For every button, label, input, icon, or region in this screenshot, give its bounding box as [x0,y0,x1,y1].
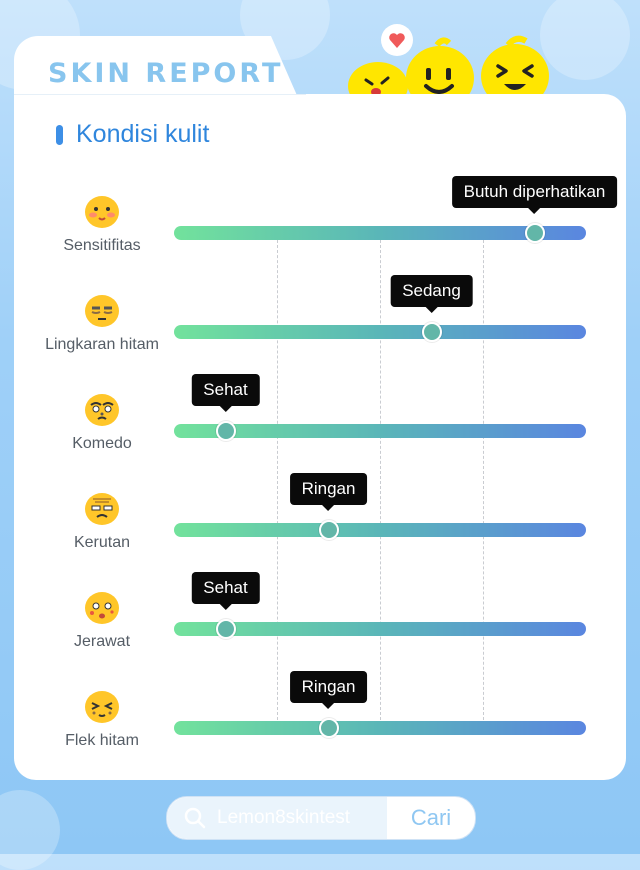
condition-slider-track [174,325,586,339]
condition-label: Jerawat [73,633,131,650]
dark-circle-face-icon [83,291,121,329]
search-button[interactable]: Cari [410,805,452,830]
section-title: Kondisi kulit [76,120,210,148]
section-marker [56,125,63,145]
lemon-mascots [348,24,549,100]
condition-row: Kerutan Ringan [0,0,640,551]
wrinkle-face-icon [83,489,121,527]
search-bar[interactable]: Lemon8skintest Cari [166,796,476,840]
acne-face-icon [83,588,121,626]
condition-row: Komedo Sehat [0,0,640,452]
condition-label: Flek hitam [65,732,139,749]
condition-slider-knob [524,223,545,243]
condition-level-tooltip: Ringan [289,671,368,709]
condition-label: Komedo [72,435,132,452]
heart-bubble-icon [381,24,413,56]
background-bubble [0,790,60,870]
lemon-mascot-middle-icon [406,37,474,100]
condition-label: Lingkaran hitam [45,336,159,353]
condition-slider-track [174,721,586,735]
report-title: SKIN REPORT [48,58,284,89]
condition-slider-knob [421,322,442,342]
search-input[interactable]: Lemon8skintest [167,797,387,839]
dark-spot-face-icon [83,687,121,725]
condition-slider-knob [215,619,236,639]
condition-slider-track [174,226,586,240]
condition-slider-track [174,523,586,537]
lemon-mascot-right-icon [481,35,549,100]
condition-slider-knob [215,421,236,441]
condition-label: Sensitifitas [63,237,141,254]
condition-slider-track [174,424,586,438]
condition-slider-knob [318,718,339,738]
background-bubble [540,0,630,80]
guide-line [483,240,484,720]
condition-row: Jerawat Sehat [0,0,640,650]
guide-line [277,240,278,720]
condition-row: Lingkaran hitam Sedang [0,0,640,353]
condition-label: Kerutan [73,534,131,551]
condition-level-tooltip: Sehat [191,374,260,412]
condition-level-tooltip: Ringan [289,473,368,511]
condition-level-tooltip: Butuh diperhatikan [451,176,618,214]
guide-line [380,240,381,720]
condition-level-tooltip: Sehat [191,572,260,610]
tab-divider [14,94,306,95]
condition-row: Flek hitam Ringan [0,0,640,749]
condition-slider-knob [318,520,339,540]
blackhead-face-icon [83,390,121,428]
condition-level-tooltip: Sedang [390,275,473,313]
search-icon [184,807,206,829]
condition-slider-track [174,622,586,636]
search-query: Lemon8skintest [217,807,351,828]
condition-row: Sensitifitas Butuh diperhatikan [0,0,640,254]
sensitive-face-icon [83,192,121,230]
